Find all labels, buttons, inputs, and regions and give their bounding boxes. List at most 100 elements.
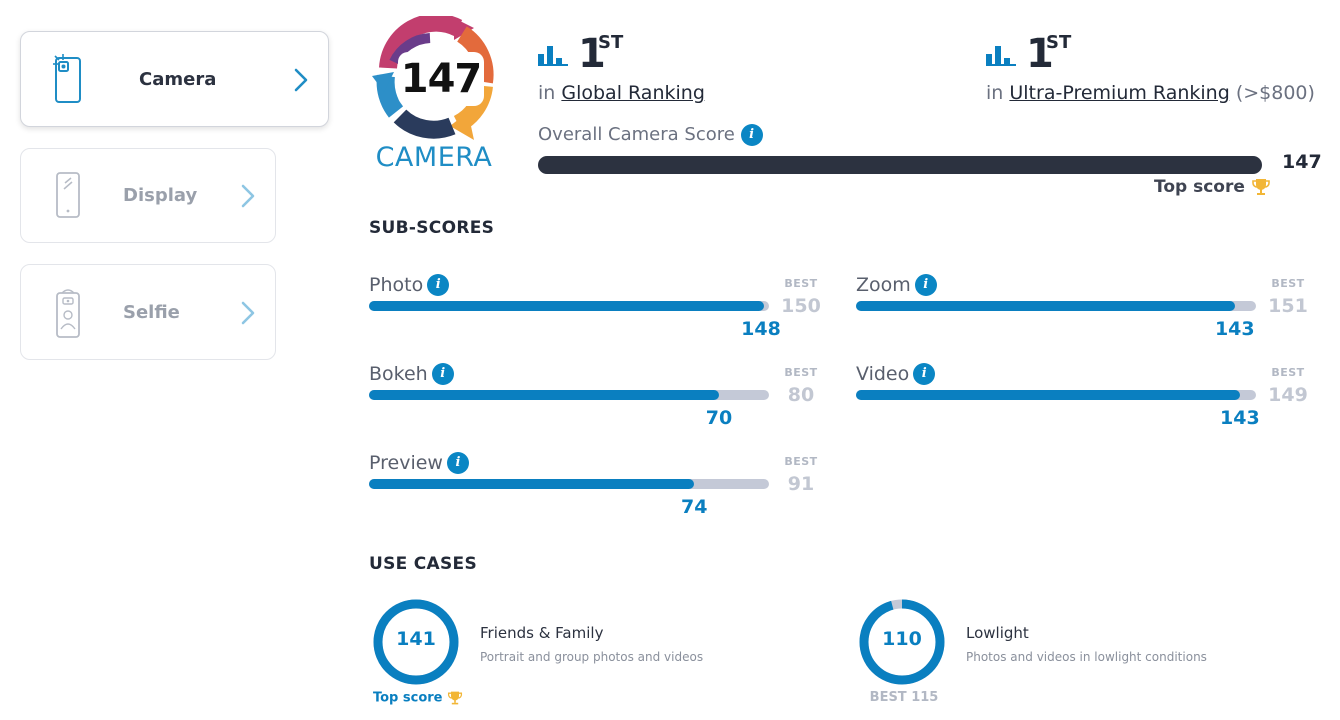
trophy-icon xyxy=(447,691,463,705)
subscore-label-text: Preview xyxy=(369,452,443,474)
overall-score-label: Overall Camera Score i xyxy=(538,124,763,146)
sidebar-item-display[interactable]: Display xyxy=(20,148,276,243)
ranking-prefix: in xyxy=(986,82,1004,104)
use-case-best-score: BEST 115 xyxy=(869,690,939,705)
use-case-description: Portrait and group photos and videos xyxy=(480,650,704,664)
subscore-label: Bokeh i xyxy=(369,362,454,386)
subscore-label-text: Photo xyxy=(369,274,424,296)
subscore-fill xyxy=(369,390,719,400)
ranking-suffix: ST xyxy=(1046,32,1072,53)
display-phone-icon xyxy=(56,172,80,218)
best-label: BEST xyxy=(784,277,818,290)
subscore-value: 74 xyxy=(681,496,708,518)
use-case-top-score: Top score xyxy=(372,690,464,706)
info-icon[interactable]: i xyxy=(740,124,763,146)
subscore-value: 148 xyxy=(741,318,781,340)
trophy-icon xyxy=(1252,179,1270,195)
camera-phone-icon xyxy=(53,54,81,103)
use-case-title: Lowlight xyxy=(966,624,1029,642)
subscore-track xyxy=(856,301,1256,311)
ranking-prefix: in xyxy=(538,82,556,104)
subscore-photo: Photo i BEST 150 148 xyxy=(369,273,821,353)
subscore-track xyxy=(369,390,769,400)
bar-chart-icon xyxy=(538,46,568,66)
subscore-fill xyxy=(856,390,1240,400)
subscore-zoom: Zoom i BEST 151 143 xyxy=(856,273,1308,353)
use-case-score-arc xyxy=(373,599,459,685)
subscore-fill xyxy=(369,301,764,311)
subscore-bokeh: Bokeh i BEST 80 70 xyxy=(369,362,821,442)
ranking-position: 1 xyxy=(1026,31,1054,77)
ranking-text: in Global Ranking xyxy=(538,82,705,104)
info-icon[interactable]: i xyxy=(427,273,450,296)
subscore-preview: Preview i BEST 91 74 xyxy=(369,451,821,531)
subscore-label: Preview i xyxy=(369,451,469,475)
subscore-track xyxy=(856,390,1256,400)
info-icon[interactable]: i xyxy=(913,362,936,385)
selfie-phone-icon xyxy=(56,289,80,338)
subscore-label-text: Video xyxy=(856,363,910,385)
best-label: BEST xyxy=(784,455,818,468)
info-icon[interactable]: i xyxy=(446,451,469,474)
best-value: 151 xyxy=(1268,295,1308,317)
info-icon[interactable]: i xyxy=(914,273,937,296)
use-case-score-ring xyxy=(859,599,945,685)
subscore-label-text: Zoom xyxy=(856,274,911,296)
overall-score-bar xyxy=(538,156,1262,174)
subscore-fill xyxy=(369,479,695,489)
top-score-label: Top score xyxy=(1154,177,1271,197)
info-icon[interactable]: i xyxy=(431,362,454,385)
overall-score-label-text: Overall Camera Score xyxy=(538,124,735,145)
ranking-text: in Ultra-Premium Ranking (>$800) xyxy=(986,82,1315,104)
camera-score-badge-label: CAMERA xyxy=(375,142,493,173)
price-range-note: (>$800) xyxy=(1235,82,1315,104)
subscore-value: 143 xyxy=(1220,407,1260,429)
subscore-track xyxy=(369,479,769,489)
best-label: BEST xyxy=(1271,277,1305,290)
chevron-right-icon xyxy=(241,184,255,208)
best-value: 149 xyxy=(1268,384,1308,406)
use-case-friends-family: 141 Friends & Family Portrait and group … xyxy=(372,598,792,708)
sidebar-item-label: Selfie xyxy=(123,301,180,323)
subscore-video: Video i BEST 149 143 xyxy=(856,362,1308,442)
use-case-lowlight: 110 Lowlight Photos and videos in lowlig… xyxy=(858,598,1278,708)
use-cases-title: USE CASES xyxy=(369,554,478,574)
top-score-text: Top score xyxy=(1154,177,1245,197)
best-value: 80 xyxy=(787,384,815,406)
ultra-premium-ranking-link[interactable]: Ultra-Premium Ranking xyxy=(1009,82,1230,104)
use-case-score-ring xyxy=(373,599,459,685)
chevron-right-icon xyxy=(241,301,255,325)
global-ranking-link[interactable]: Global Ranking xyxy=(561,82,705,104)
subscore-label: Zoom i xyxy=(856,273,937,297)
sidebar-item-label: Display xyxy=(123,185,198,206)
overall-score-value: 147 xyxy=(1282,151,1322,173)
use-case-title: Friends & Family xyxy=(480,624,604,642)
best-label: BEST xyxy=(1271,366,1305,379)
chevron-right-icon xyxy=(294,68,308,92)
subscore-track xyxy=(369,301,769,311)
ultra-premium-ranking: 1 ST in Ultra-Premium Ranking (>$800) xyxy=(986,30,1326,110)
use-case-description: Photos and videos in lowlight conditions xyxy=(966,650,1207,664)
use-case-foot-text: Top score xyxy=(372,690,443,706)
best-value: 91 xyxy=(787,473,815,495)
camera-score-badge-value: 147 xyxy=(398,52,484,106)
use-case-score: 141 xyxy=(396,628,436,650)
best-value: 150 xyxy=(781,295,821,317)
subscore-label: Video i xyxy=(856,362,936,386)
use-case-score-arc xyxy=(859,599,945,685)
ranking-position: 1 xyxy=(578,31,606,77)
subscore-value: 70 xyxy=(705,407,733,429)
subscore-label-text: Bokeh xyxy=(369,363,428,385)
bar-chart-icon xyxy=(986,46,1016,66)
global-ranking: 1 ST in Global Ranking xyxy=(538,30,838,110)
best-label: BEST xyxy=(784,366,818,379)
subscore-label: Photo i xyxy=(369,273,450,297)
subscores-title: SUB-SCORES xyxy=(369,218,495,238)
ranking-suffix: ST xyxy=(598,32,624,53)
sidebar-item-selfie[interactable]: Selfie xyxy=(20,264,276,360)
subscore-value: 143 xyxy=(1214,318,1255,340)
sidebar-item-label: Camera xyxy=(139,68,217,90)
sidebar-item-camera[interactable]: Camera xyxy=(20,31,329,127)
use-case-score: 110 xyxy=(882,628,922,650)
subscore-fill xyxy=(856,301,1235,311)
